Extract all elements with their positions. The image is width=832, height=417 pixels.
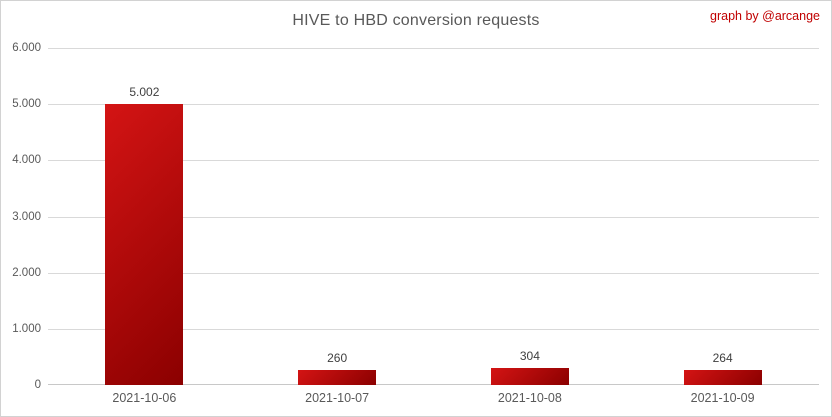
y-tick-label: 2.000 (12, 266, 41, 279)
bar-value-label: 260 (327, 351, 348, 366)
bar (105, 104, 184, 385)
x-tick-label: 2021-10-09 (690, 391, 755, 405)
gridline (48, 272, 819, 274)
gridline (48, 104, 819, 106)
x-axis-line (48, 384, 819, 385)
bar-value-label: 5.002 (129, 85, 160, 100)
x-tick-label: 2021-10-06 (112, 391, 177, 405)
gridline (48, 216, 819, 218)
gridline (48, 160, 819, 162)
y-tick-label: 5.000 (12, 98, 41, 111)
x-tick-label: 2021-10-08 (497, 391, 562, 405)
chart-title: HIVE to HBD conversion requests (292, 12, 540, 29)
bar-value-label: 264 (712, 351, 733, 366)
y-tick-label: 1.000 (12, 322, 41, 335)
y-tick-label: 0 (34, 379, 41, 391)
y-tick-label: 6.000 (12, 42, 41, 54)
bar-value-label: 304 (519, 348, 540, 363)
x-tick-label: 2021-10-07 (305, 391, 370, 405)
y-tick-label: 4.000 (12, 154, 41, 167)
bar (683, 370, 762, 385)
y-tick-label: 3.000 (12, 210, 41, 223)
credit-label: graph by @arcange (710, 9, 820, 23)
bar (490, 367, 569, 385)
plot-area: 0 1.000 2.000 3.000 4.000 5.000 6.000 5.002 2021… (12, 42, 819, 405)
gridline (48, 328, 819, 330)
gridline (48, 48, 819, 49)
bar (298, 370, 377, 385)
